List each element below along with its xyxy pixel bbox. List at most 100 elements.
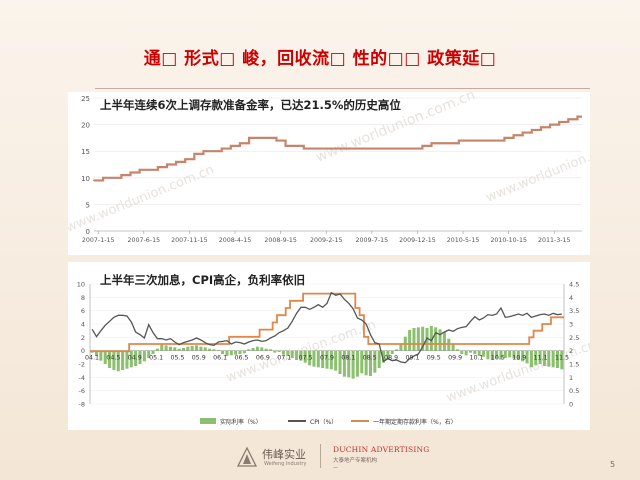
reserve-ratio-point <box>512 134 515 137</box>
real-rate-bar <box>99 350 103 361</box>
left-y-tick-label: -8 <box>79 401 85 409</box>
bottom-chart-right-ticks: 0 0.5 1 1.5 2 2.5 3 3.5 4 4.5 <box>569 281 579 409</box>
bottom-x-tick-label: 06.9 <box>256 355 270 362</box>
real-rate-bar <box>308 350 312 366</box>
logo-text-en: Weifeng Industry <box>264 461 307 467</box>
real-rate-bar <box>264 348 268 351</box>
real-rate-bar <box>368 350 373 376</box>
reserve-ratio-point <box>248 137 250 139</box>
real-rate-bar <box>168 346 172 351</box>
slide-footer: 伟峰实业 Weifeng Industry DUCHIN ADVERTISING… <box>0 434 640 480</box>
right-y-tick-label: 2.5 <box>569 334 579 342</box>
real-rate-bar <box>108 350 112 368</box>
real-rate-bars <box>90 326 564 379</box>
real-rate-bar <box>242 350 246 354</box>
real-rate-bar <box>525 350 529 364</box>
agency-name-en: DUCHIN ADVERTISING <box>333 445 430 454</box>
bottom-chart-title: 上半年三次加息，CPI高企，负利率依旧 <box>100 273 305 287</box>
top-x-tick-label: 2011-3-15 <box>538 237 571 244</box>
real-rate-bar <box>208 348 212 351</box>
top-x-tick-label: 2007-1-15 <box>82 237 115 244</box>
top-x-tick-label: 2009-12-15 <box>399 237 436 244</box>
reserve-ratio-point <box>156 166 159 169</box>
real-rate-bar <box>142 350 146 362</box>
real-rate-bar <box>512 350 516 359</box>
reserve-ratio-point <box>275 139 278 142</box>
real-rate-bar <box>303 350 307 363</box>
real-rate-bar <box>451 344 455 351</box>
bottom-x-tick-label: 05.1 <box>149 355 163 362</box>
real-rate-bar <box>221 350 225 354</box>
real-rate-bar <box>547 350 551 367</box>
bottom-x-tick-label: 10.5 <box>491 355 505 362</box>
real-rate-bar <box>164 345 168 351</box>
real-rate-bar <box>260 347 264 351</box>
reserve-ratio-point <box>202 150 205 153</box>
page-number: 5 <box>610 460 616 469</box>
real-rate-bar <box>551 350 555 368</box>
real-rate-bar <box>186 346 190 351</box>
reserve-ratio-point <box>102 176 105 179</box>
reserve-ratio-point <box>129 171 132 174</box>
bottom-x-tick-label: 09.1 <box>405 355 419 362</box>
real-rate-bar <box>342 350 346 377</box>
reserve-ratio-point <box>576 115 579 118</box>
bottom-x-tick-label: 09.5 <box>427 355 441 362</box>
bottom-x-tick-label: 10.1 <box>470 355 484 362</box>
top-x-tick-label: 2010-10-15 <box>490 237 527 244</box>
right-y-tick-label: 1.5 <box>569 361 579 369</box>
top-x-tick-label: 2009-2-15 <box>310 237 343 244</box>
real-rate-bar <box>477 350 481 356</box>
real-rate-bar <box>329 350 333 370</box>
real-rate-bar <box>325 350 329 369</box>
bottom-x-tick-label: 05.5 <box>170 355 184 362</box>
reserve-ratio-point <box>421 144 424 147</box>
reserve-ratio-point <box>530 129 533 131</box>
reserve-ratio-point <box>175 160 177 163</box>
left-y-tick-label: 6 <box>81 307 85 315</box>
bottom-x-tick-label: 11.5 <box>555 355 569 362</box>
right-y-tick-label: 3.5 <box>569 307 579 315</box>
weifeng-logo: 伟峰实业 Weifeng Industry <box>236 444 326 474</box>
real-rate-bar <box>212 349 216 351</box>
logo-text-cn: 伟峰实业 <box>262 448 306 461</box>
reserve-ratio-point <box>412 147 415 150</box>
real-rate-bar <box>434 327 438 351</box>
real-rate-bar <box>316 350 320 368</box>
reserve-ratio-point <box>558 121 561 123</box>
real-rate-bar <box>421 326 425 351</box>
real-rate-bar <box>508 350 512 358</box>
chart-watermark: www.worldunion.com.cn <box>484 132 590 205</box>
real-rate-bar <box>395 349 399 351</box>
top-chart-series <box>93 115 582 182</box>
real-rate-bar <box>268 349 272 351</box>
real-rate-bar <box>199 346 203 351</box>
real-rate-bar <box>438 329 442 351</box>
bottom-x-tick-label: 09.9 <box>448 355 462 362</box>
bottom-chart-lines <box>90 291 564 364</box>
real-rate-bar <box>121 350 125 370</box>
top-chart-grid <box>94 97 582 232</box>
real-rate-bar <box>129 350 133 368</box>
real-rate-bar <box>529 350 533 368</box>
real-rate-bar <box>125 350 129 369</box>
reserve-ratio-point <box>521 131 524 134</box>
real-rate-bar <box>286 350 290 356</box>
real-rate-bar <box>464 350 468 356</box>
chart-watermark: www.worldunion.com.cn <box>68 162 216 235</box>
real-rate-bar <box>251 348 255 351</box>
reserve-ratio-point <box>120 174 123 177</box>
real-rate-bar <box>390 350 394 354</box>
real-rate-bar <box>247 349 251 351</box>
bottom-x-tick-label: 07.9 <box>320 355 334 362</box>
bottom-x-tick-label: 07.1 <box>277 355 291 362</box>
real-rate-bar <box>181 348 186 351</box>
real-rate-bar <box>503 350 507 358</box>
reserve-ratio-point <box>193 152 196 155</box>
left-y-tick-label: 0 <box>81 347 85 355</box>
top-chart-x-ticks: 2007-1-15 2007-6-15 2007-11-15 2008-4-15 200… <box>82 231 571 244</box>
real-rate-bar <box>134 350 138 366</box>
real-rate-bar <box>195 345 199 351</box>
reserve-ratio-point <box>220 147 223 150</box>
